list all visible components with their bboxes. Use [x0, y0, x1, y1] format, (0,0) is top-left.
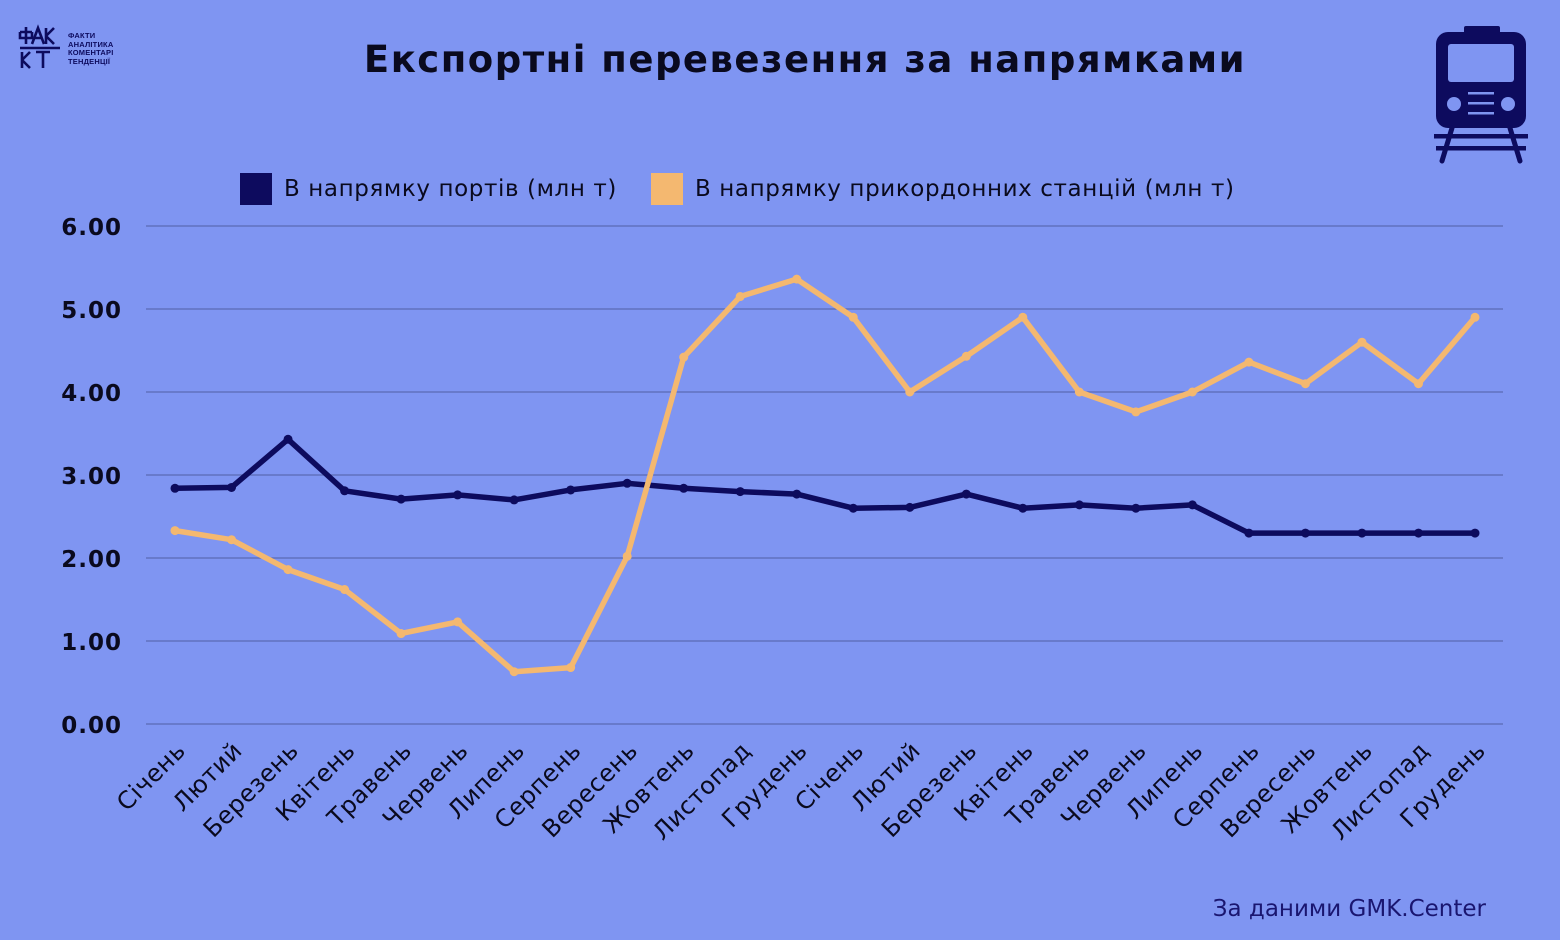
- legend-swatch-border: [650, 173, 683, 205]
- data-point-ports: [679, 483, 689, 493]
- data-point-border: [453, 617, 463, 627]
- data-point-border: [735, 292, 745, 302]
- chart-title: Експортні перевезення за напрямками: [363, 38, 1247, 81]
- data-point-ports: [1244, 528, 1254, 538]
- data-point-border: [1357, 337, 1367, 347]
- data-point-ports: [735, 487, 745, 497]
- data-point-ports: [1018, 503, 1028, 513]
- data-point-border: [227, 535, 237, 545]
- data-point-ports: [1470, 528, 1480, 538]
- y-tick-label: 6.00: [61, 215, 122, 241]
- data-point-border: [1074, 387, 1084, 397]
- data-point-ports: [1187, 500, 1197, 510]
- data-point-border: [1300, 379, 1310, 389]
- logo: ФАКТИ АНАЛІТИКА КОМЕНТАРІ ТЕНДЕНЦІЇ: [16, 24, 146, 72]
- legend: В напрямку портів (млн т) В напрямку при…: [240, 172, 1269, 206]
- data-point-ports: [566, 485, 576, 495]
- data-point-ports: [509, 495, 519, 505]
- logo-line: ТЕНДЕНЦІЇ: [68, 56, 111, 66]
- data-point-border: [1131, 407, 1141, 417]
- data-point-border: [961, 351, 971, 361]
- data-point-border: [622, 551, 632, 561]
- legend-item-border: В напрямку прикордонних станцій (млн т): [650, 173, 1235, 205]
- data-point-ports: [283, 434, 293, 444]
- data-point-border: [283, 565, 293, 575]
- data-point-border: [905, 387, 915, 397]
- data-point-border: [679, 352, 689, 362]
- logo-mark: [18, 24, 60, 69]
- data-point-ports: [905, 502, 915, 512]
- y-tick-label: 1.00: [61, 630, 122, 656]
- y-tick-label: 3.00: [61, 464, 122, 490]
- logo-line: КОМЕНТАРІ: [68, 48, 114, 57]
- legend-item-ports: В напрямку портів (млн т): [240, 173, 617, 205]
- data-point-ports: [396, 494, 406, 504]
- legend-label-ports: В напрямку портів (млн т): [284, 176, 617, 202]
- data-point-ports: [1300, 528, 1310, 538]
- data-point-border: [509, 667, 519, 677]
- logo-text: ФАКТИ АНАЛІТИКА КОМЕНТАРІ ТЕНДЕНЦІЇ: [68, 31, 114, 66]
- data-point-ports: [622, 478, 632, 488]
- data-point-ports: [1357, 528, 1367, 538]
- data-point-ports: [792, 489, 802, 499]
- source-note: За даними GMK.Center: [1212, 896, 1486, 922]
- data-point-ports: [340, 486, 350, 496]
- data-point-border: [1413, 379, 1423, 389]
- data-point-border: [566, 663, 576, 673]
- data-point-border: [1018, 312, 1028, 322]
- logo-line: АНАЛІТИКА: [68, 39, 114, 49]
- series-line-ports: [172, 436, 1478, 536]
- data-point-border: [848, 312, 858, 322]
- data-point-border: [1244, 357, 1254, 367]
- legend-swatch-ports: [240, 173, 272, 205]
- data-point-ports: [1413, 528, 1423, 538]
- series-line-border: [172, 276, 1478, 675]
- data-point-border: [1470, 312, 1480, 322]
- data-point-border: [792, 274, 802, 284]
- y-tick-label: 5.00: [61, 298, 122, 324]
- y-tick-label: 0.00: [61, 713, 122, 739]
- data-point-ports: [1074, 500, 1084, 510]
- data-point-ports: [1131, 503, 1141, 513]
- data-point-ports: [453, 490, 463, 500]
- train-front-icon: [1434, 26, 1528, 164]
- y-tick-label: 4.00: [61, 381, 122, 407]
- data-point-ports: [961, 489, 971, 499]
- data-point-border: [340, 585, 350, 595]
- logo-line: ФАКТИ: [68, 31, 96, 40]
- data-point-ports: [170, 483, 180, 493]
- data-point-ports: [848, 503, 858, 513]
- legend-label-border: В напрямку прикордонних станцій (млн т): [694, 176, 1235, 202]
- data-point-border: [1187, 387, 1197, 397]
- y-tick-label: 2.00: [61, 547, 122, 573]
- data-point-border: [396, 629, 406, 639]
- data-point-border: [170, 526, 180, 536]
- data-point-ports: [227, 482, 237, 492]
